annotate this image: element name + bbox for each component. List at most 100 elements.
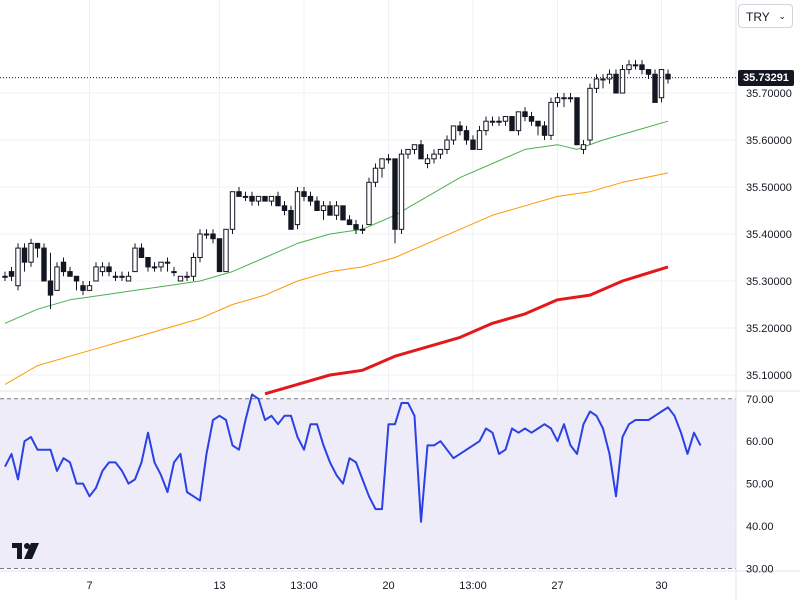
candle-body [580, 144, 587, 150]
candle-body [15, 247, 21, 287]
time-tick-label: 13 [213, 580, 225, 592]
candle-body [307, 195, 314, 202]
candle-body [418, 144, 424, 160]
candle-body [288, 210, 294, 230]
candle-body [93, 266, 99, 282]
candle-body [411, 144, 418, 150]
candle-body [28, 242, 34, 263]
candle-body [249, 195, 255, 202]
candle-body [645, 69, 652, 75]
candle-body [223, 228, 229, 273]
candle-body [626, 64, 632, 71]
candle-body [346, 219, 353, 226]
last-price-badge: 35.73291 [738, 69, 794, 86]
price-tick-label: 35.10000 [746, 370, 792, 382]
candle-body [437, 148, 444, 155]
moving-average-line-1 [4, 120, 669, 324]
candle-body [294, 191, 301, 226]
candle-body [541, 125, 548, 136]
candle-body [463, 130, 470, 141]
tradingview-logo-icon [12, 543, 39, 559]
candle-body [613, 73, 619, 94]
rsi-tick-label: 40.00 [746, 521, 774, 533]
candle-body [54, 266, 60, 291]
candle-body [593, 78, 600, 89]
candle-body [190, 256, 197, 277]
candle-body [379, 158, 385, 169]
candle-body [229, 191, 236, 230]
candle-body [502, 116, 509, 122]
candle-body [424, 158, 431, 165]
time-tick-label: 27 [551, 580, 563, 592]
candle-body [119, 275, 125, 278]
candle-body [320, 205, 327, 212]
candle-body [366, 181, 372, 226]
candle-body [496, 120, 502, 123]
price-tick-label: 35.40000 [746, 229, 792, 241]
candle-body [216, 238, 223, 273]
candle-body [86, 285, 93, 291]
candle-body [112, 275, 119, 278]
candle-body [203, 233, 210, 236]
chevron-down-icon: ⌄ [778, 11, 786, 21]
candle-body [470, 139, 476, 150]
candle-body [444, 139, 450, 150]
candle-body [619, 69, 626, 94]
candle-body [197, 233, 203, 258]
candle-body [632, 64, 639, 67]
price-tick-label: 35.70000 [746, 88, 792, 100]
candle-body [275, 195, 281, 207]
candle-body [431, 153, 437, 160]
candle-body [125, 275, 132, 282]
price-tick-label: 35.30000 [746, 276, 792, 288]
candle-body [242, 195, 249, 198]
price-tick-label: 35.50000 [746, 182, 792, 194]
candle-body [2, 275, 8, 278]
candle-body [548, 101, 554, 136]
candle-body [639, 64, 645, 71]
candle-body [262, 195, 268, 202]
candle-body [587, 87, 593, 141]
candle-body [333, 205, 340, 216]
candle-body [158, 261, 164, 268]
moving-average-line-2 [4, 172, 669, 385]
candle-body [652, 73, 658, 103]
candle-body [47, 280, 54, 296]
candle-body [301, 191, 307, 197]
candle-body [574, 97, 580, 146]
time-tick-label: 30 [655, 580, 667, 592]
candle-body [457, 125, 463, 132]
candle-body [268, 195, 275, 202]
candle-body [600, 78, 606, 81]
candle-body [99, 266, 106, 273]
candle-body [340, 205, 346, 221]
candle-body [561, 97, 567, 100]
candle-body [405, 148, 411, 155]
rsi-tick-label: 50.00 [746, 479, 774, 491]
price-tick-label: 35.60000 [746, 135, 792, 147]
candle-body [567, 97, 574, 100]
moving-average-line-3 [264, 265, 669, 396]
candle-body [132, 247, 138, 273]
candle-body [509, 116, 515, 132]
currency-select[interactable]: TRY ⌄ [738, 4, 793, 28]
candle-body [210, 233, 216, 240]
candle-body [515, 111, 522, 132]
currency-select-value: TRY [746, 10, 770, 24]
candle-body [522, 111, 528, 118]
rsi-tick-label: 70.00 [746, 394, 774, 406]
candle-body [236, 191, 242, 197]
candle-body [255, 195, 262, 202]
candle-body [184, 275, 190, 278]
candle-body [327, 205, 333, 216]
candle-body [34, 242, 41, 249]
candle-body [106, 266, 112, 273]
candle-body [353, 224, 359, 230]
candle-body [177, 275, 184, 282]
candle-body [60, 261, 67, 273]
candle-body [528, 116, 535, 122]
candle-body [80, 285, 86, 291]
candle-body [151, 266, 158, 269]
candle-body [385, 158, 392, 161]
candle-body [483, 120, 489, 132]
